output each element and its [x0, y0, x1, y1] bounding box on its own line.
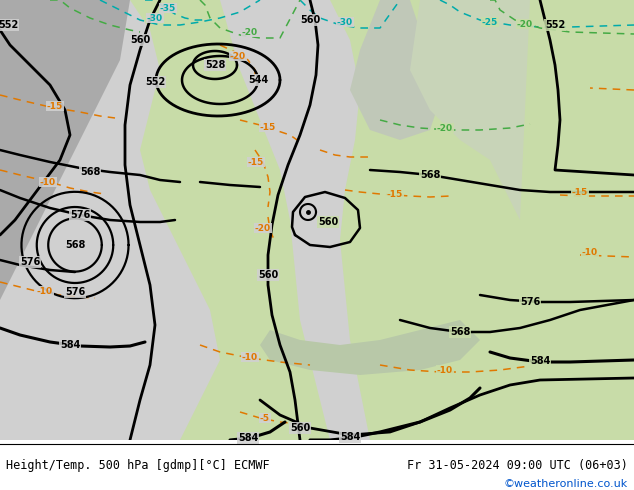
Text: 560: 560	[130, 35, 150, 45]
Text: -20: -20	[230, 51, 246, 60]
Text: Height/Temp. 500 hPa [gdmp][°C] ECMWF: Height/Temp. 500 hPa [gdmp][°C] ECMWF	[6, 459, 270, 472]
Text: -10: -10	[582, 247, 598, 256]
Text: Fr 31-05-2024 09:00 UTC (06+03): Fr 31-05-2024 09:00 UTC (06+03)	[407, 459, 628, 472]
Text: 568: 568	[65, 240, 85, 250]
Text: 568: 568	[450, 327, 470, 337]
Text: 528: 528	[205, 60, 225, 70]
Text: 584: 584	[60, 340, 80, 350]
Text: 568: 568	[420, 170, 440, 180]
Text: 568: 568	[80, 167, 100, 177]
Text: -35: -35	[160, 3, 176, 13]
Text: -10: -10	[37, 287, 53, 295]
Text: -15: -15	[387, 190, 403, 198]
Text: -15: -15	[47, 101, 63, 111]
Text: -20: -20	[242, 27, 258, 36]
Polygon shape	[350, 0, 440, 140]
Text: 576: 576	[20, 257, 40, 267]
Text: 552: 552	[545, 20, 565, 30]
Text: -20: -20	[437, 123, 453, 132]
Text: ©weatheronline.co.uk: ©weatheronline.co.uk	[503, 479, 628, 489]
Polygon shape	[260, 320, 480, 375]
Polygon shape	[410, 0, 530, 220]
Text: 560: 560	[258, 270, 278, 280]
Text: -20: -20	[255, 223, 271, 232]
Text: -20: -20	[517, 20, 533, 28]
Text: 560: 560	[290, 423, 310, 433]
Text: -10: -10	[437, 366, 453, 374]
Text: 584: 584	[238, 433, 258, 443]
Text: -10: -10	[242, 352, 258, 362]
Text: -10: -10	[40, 177, 56, 187]
Text: 552: 552	[0, 20, 18, 30]
Text: 552: 552	[145, 77, 165, 87]
Text: -30: -30	[337, 18, 353, 26]
Text: 576: 576	[65, 287, 85, 297]
Text: -5: -5	[260, 414, 270, 422]
Text: -15: -15	[260, 122, 276, 131]
Text: 576: 576	[520, 297, 540, 307]
Polygon shape	[0, 0, 220, 440]
Polygon shape	[220, 0, 370, 440]
Text: 544: 544	[248, 75, 268, 85]
Polygon shape	[0, 0, 130, 300]
Text: 576: 576	[70, 210, 90, 220]
Text: 584: 584	[340, 432, 360, 442]
Text: 560: 560	[318, 217, 338, 227]
Text: -15: -15	[248, 157, 264, 167]
Text: 584: 584	[530, 356, 550, 366]
Text: -25: -25	[482, 18, 498, 26]
Text: -15: -15	[572, 188, 588, 196]
Text: -30: -30	[147, 14, 163, 23]
Text: 560: 560	[300, 15, 320, 25]
